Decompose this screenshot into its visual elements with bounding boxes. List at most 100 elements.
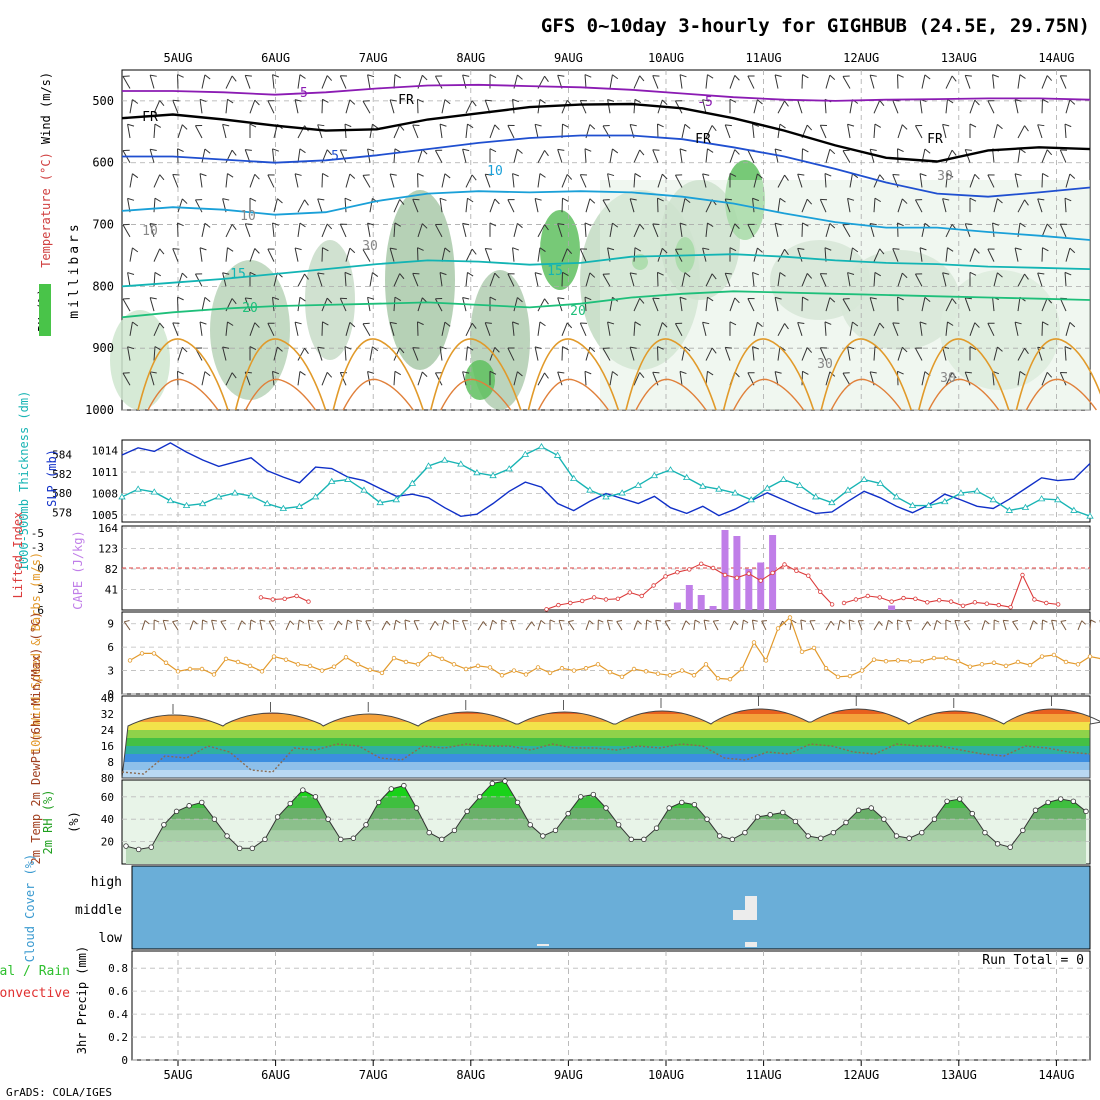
barb-shaft	[177, 272, 183, 287]
barb-flag	[965, 297, 972, 300]
wind-barb	[537, 298, 549, 312]
barb-shaft	[606, 620, 611, 631]
barb-shaft	[172, 174, 179, 188]
wind-barb	[153, 346, 162, 361]
barb-flag	[779, 272, 786, 277]
barb-shaft	[297, 273, 306, 287]
barb-flag	[607, 321, 615, 325]
barb-flag	[227, 321, 234, 326]
barb-shaft	[297, 371, 301, 386]
wind-barb	[199, 98, 207, 114]
wind-barb	[512, 98, 519, 114]
barb-shaft	[724, 124, 731, 139]
barb-flag	[195, 273, 203, 275]
barb-shaft	[1064, 198, 1067, 213]
barb-shaft	[412, 124, 419, 139]
wind-barb	[842, 75, 851, 89]
temp-band	[122, 754, 1090, 762]
barb-flag	[539, 321, 546, 327]
thickness-point	[1054, 496, 1062, 503]
barb-shaft	[705, 148, 708, 163]
barb-flag	[245, 371, 252, 374]
rh-point	[818, 835, 824, 841]
wind-barb	[172, 248, 180, 262]
barb-flag	[1060, 223, 1068, 225]
barb-shaft	[537, 620, 542, 631]
wind-speed-point	[871, 657, 877, 662]
barb-shaft	[751, 620, 755, 631]
barb-flag	[444, 247, 451, 253]
barb-flag	[193, 620, 198, 625]
barb-flag	[338, 620, 343, 626]
barb-shaft	[1077, 620, 1083, 631]
cape-bar	[685, 585, 693, 610]
barb-flag	[562, 197, 569, 202]
barb-flag	[267, 322, 275, 324]
barb-shaft	[557, 371, 563, 386]
wind-barb	[177, 296, 184, 312]
li-point	[722, 572, 728, 578]
wind-barb	[897, 272, 908, 287]
barb-shaft	[664, 621, 671, 631]
li-point	[282, 596, 287, 601]
barb-shaft	[609, 371, 613, 386]
wind-barb	[729, 223, 740, 238]
barb-shaft	[172, 248, 179, 262]
wind-speed-point	[1039, 654, 1045, 659]
barb-shaft	[344, 272, 347, 287]
barb-flag	[607, 247, 615, 251]
wind-barb	[194, 199, 203, 213]
barb-shaft	[225, 372, 233, 386]
barb-flag	[172, 322, 180, 324]
barb-flag	[534, 198, 542, 201]
wind-barb	[652, 75, 660, 89]
wind-barb	[561, 271, 569, 287]
barb-flag	[272, 370, 279, 375]
wind-speed-point	[1087, 654, 1093, 659]
rh-point	[552, 827, 559, 834]
barb-shaft	[1065, 322, 1071, 336]
barb-flag	[308, 619, 314, 622]
barb-flag	[507, 347, 515, 349]
barb-shaft	[914, 125, 923, 139]
barb-shaft	[579, 322, 587, 337]
wind-speed-point	[751, 640, 757, 645]
wind-barb	[729, 321, 737, 336]
wind-barb	[201, 371, 211, 386]
li-point	[913, 596, 918, 601]
wind-speed-point	[703, 662, 709, 667]
barb-flag	[211, 619, 217, 622]
barb-shaft	[724, 198, 731, 213]
barb-shaft	[847, 346, 851, 361]
wind-barb	[122, 298, 131, 312]
dewpoint-line	[121, 743, 1091, 775]
barb-flag	[874, 271, 882, 277]
wind-speed-point	[955, 659, 961, 664]
barb-flag	[842, 298, 850, 300]
barb-shaft	[484, 322, 491, 336]
barb-flag	[639, 372, 645, 378]
wind-barb	[942, 272, 950, 287]
surface-wind-barb	[404, 619, 411, 631]
barb-shaft	[1064, 123, 1067, 139]
rh-point	[274, 814, 281, 820]
wind-barb	[633, 321, 642, 336]
date-label-bottom: 7AUG	[359, 1068, 388, 1082]
thickness-point	[860, 475, 868, 482]
rh-point	[300, 787, 306, 793]
wind-barb	[127, 346, 135, 361]
barb-flag	[507, 199, 515, 201]
barb-shaft	[842, 298, 851, 312]
thickness-point	[731, 489, 739, 496]
barb-shaft	[412, 199, 419, 213]
barb-flag	[566, 174, 573, 180]
wind-barb	[507, 347, 515, 361]
wind-barb	[369, 272, 379, 287]
barb-flag	[517, 371, 523, 377]
surface-wind-barb	[761, 620, 768, 631]
wind-barb	[201, 222, 211, 238]
barb-shaft	[885, 620, 889, 631]
wind-barb	[225, 173, 234, 188]
barb-flag	[589, 198, 596, 204]
wind-barb	[537, 247, 546, 262]
